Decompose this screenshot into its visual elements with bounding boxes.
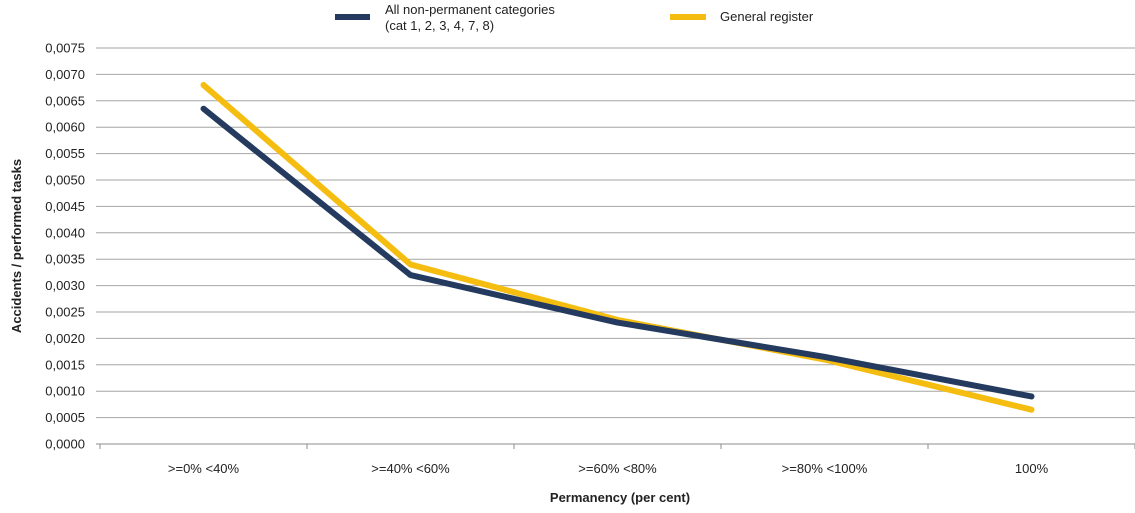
y-tick-label: 0,0000 — [45, 437, 85, 452]
y-tick-label: 0,0025 — [45, 305, 85, 320]
legend: All non-permanent categories (cat 1, 2, … — [335, 2, 814, 33]
legend-label-general-register: General register — [720, 9, 814, 24]
gridlines — [96, 47, 1135, 445]
legend-label-line-2: (cat 1, 2, 3, 4, 7, 8) — [385, 18, 494, 33]
y-tick-label: 0,0030 — [45, 278, 85, 293]
y-tick-label: 0,0040 — [45, 225, 85, 240]
x-tick-label: 100% — [1015, 461, 1049, 476]
y-tick-label: 0,0050 — [45, 173, 85, 188]
x-tick-label: >=0% <40% — [168, 461, 240, 476]
y-tick-label: 0,0045 — [45, 199, 85, 214]
y-tick-label: 0,0065 — [45, 93, 85, 108]
y-axis: 0,0000 0,0005 0,0010 0,0015 0,0020 0,0025 0,00… — [45, 41, 85, 452]
x-tick-label: >=40% <60% — [371, 461, 450, 476]
series — [200, 81, 1035, 413]
x-tick-label: >=60% <80% — [578, 461, 657, 476]
x-axis-title: Permanency (per cent) — [550, 490, 690, 505]
y-tick-label: 0,0060 — [45, 120, 85, 135]
y-tick-label: 0,0015 — [45, 357, 85, 372]
y-tick-label: 0,0005 — [45, 410, 85, 425]
series-line-all-non-permanent — [200, 105, 1035, 400]
x-tick-label: >=80% <100% — [782, 461, 868, 476]
legend-label-all-non-permanent: All non-permanent categories (cat 1, 2, … — [385, 2, 558, 33]
series-line-general-register — [200, 81, 1035, 413]
y-tick-label: 0,0010 — [45, 384, 85, 399]
y-axis-title: Accidents / performed tasks — [9, 159, 24, 333]
legend-label-line-1: All non-permanent categories — [385, 2, 555, 17]
y-tick-label: 0,0070 — [45, 67, 85, 82]
x-axis: >=0% <40% >=40% <60% >=60% <80% >=80% <100%… — [99, 444, 1135, 476]
y-tick-label: 0,0055 — [45, 146, 85, 161]
y-tick-label: 0,0035 — [45, 252, 85, 267]
y-tick-label: 0,0075 — [45, 41, 85, 56]
y-tick-label: 0,0020 — [45, 331, 85, 346]
